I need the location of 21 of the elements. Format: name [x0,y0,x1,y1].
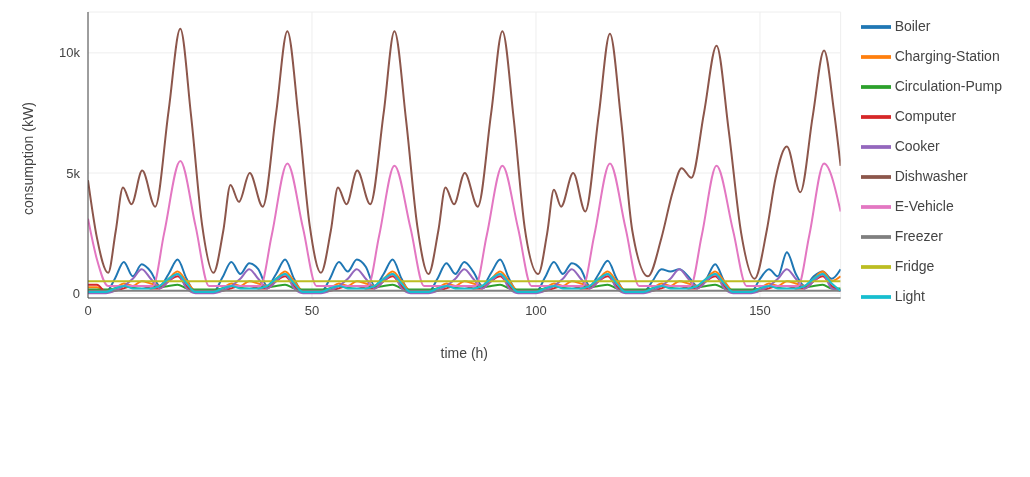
legend-label: Circulation-Pump [894,77,1002,94]
x-tick-label: 150 [749,303,771,319]
x-axis-title: time (h) [440,345,489,361]
legend-label: Light [894,287,925,304]
x-tick-label: 100 [525,303,547,319]
legend-label: Freezer [894,227,943,244]
line-series [88,160,841,287]
y-axis-title: consumption (kW) [19,102,36,215]
legend-label: E-Vehicle [894,197,954,214]
x-tick-label: 50 [304,303,320,319]
legend-label: Fridge [894,257,935,274]
y-tick-label: 10k [59,45,81,61]
legend-label: Boiler [894,17,931,34]
legend-label: Charging-Station [894,47,1000,64]
y-tick-label: 5k [66,165,81,181]
legend-label: Cooker [894,137,940,154]
legend-label: Dishwasher [894,167,968,184]
legend-label: Computer [894,107,957,124]
x-tick-label: 0 [84,303,92,319]
line-series [88,27,841,280]
y-tick-label: 0 [72,285,80,301]
